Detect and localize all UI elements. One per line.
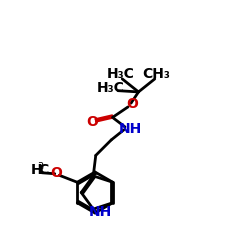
Text: C: C (38, 163, 48, 177)
Text: NH: NH (89, 205, 112, 219)
Text: H: H (30, 163, 42, 177)
Text: NH: NH (119, 122, 142, 136)
Text: 3: 3 (37, 162, 43, 172)
Text: O: O (126, 98, 138, 112)
Text: O: O (86, 115, 99, 129)
Text: H₃C: H₃C (97, 81, 125, 95)
Text: O: O (50, 166, 62, 180)
Text: CH₃: CH₃ (142, 68, 170, 82)
Text: H₃C: H₃C (107, 68, 135, 82)
